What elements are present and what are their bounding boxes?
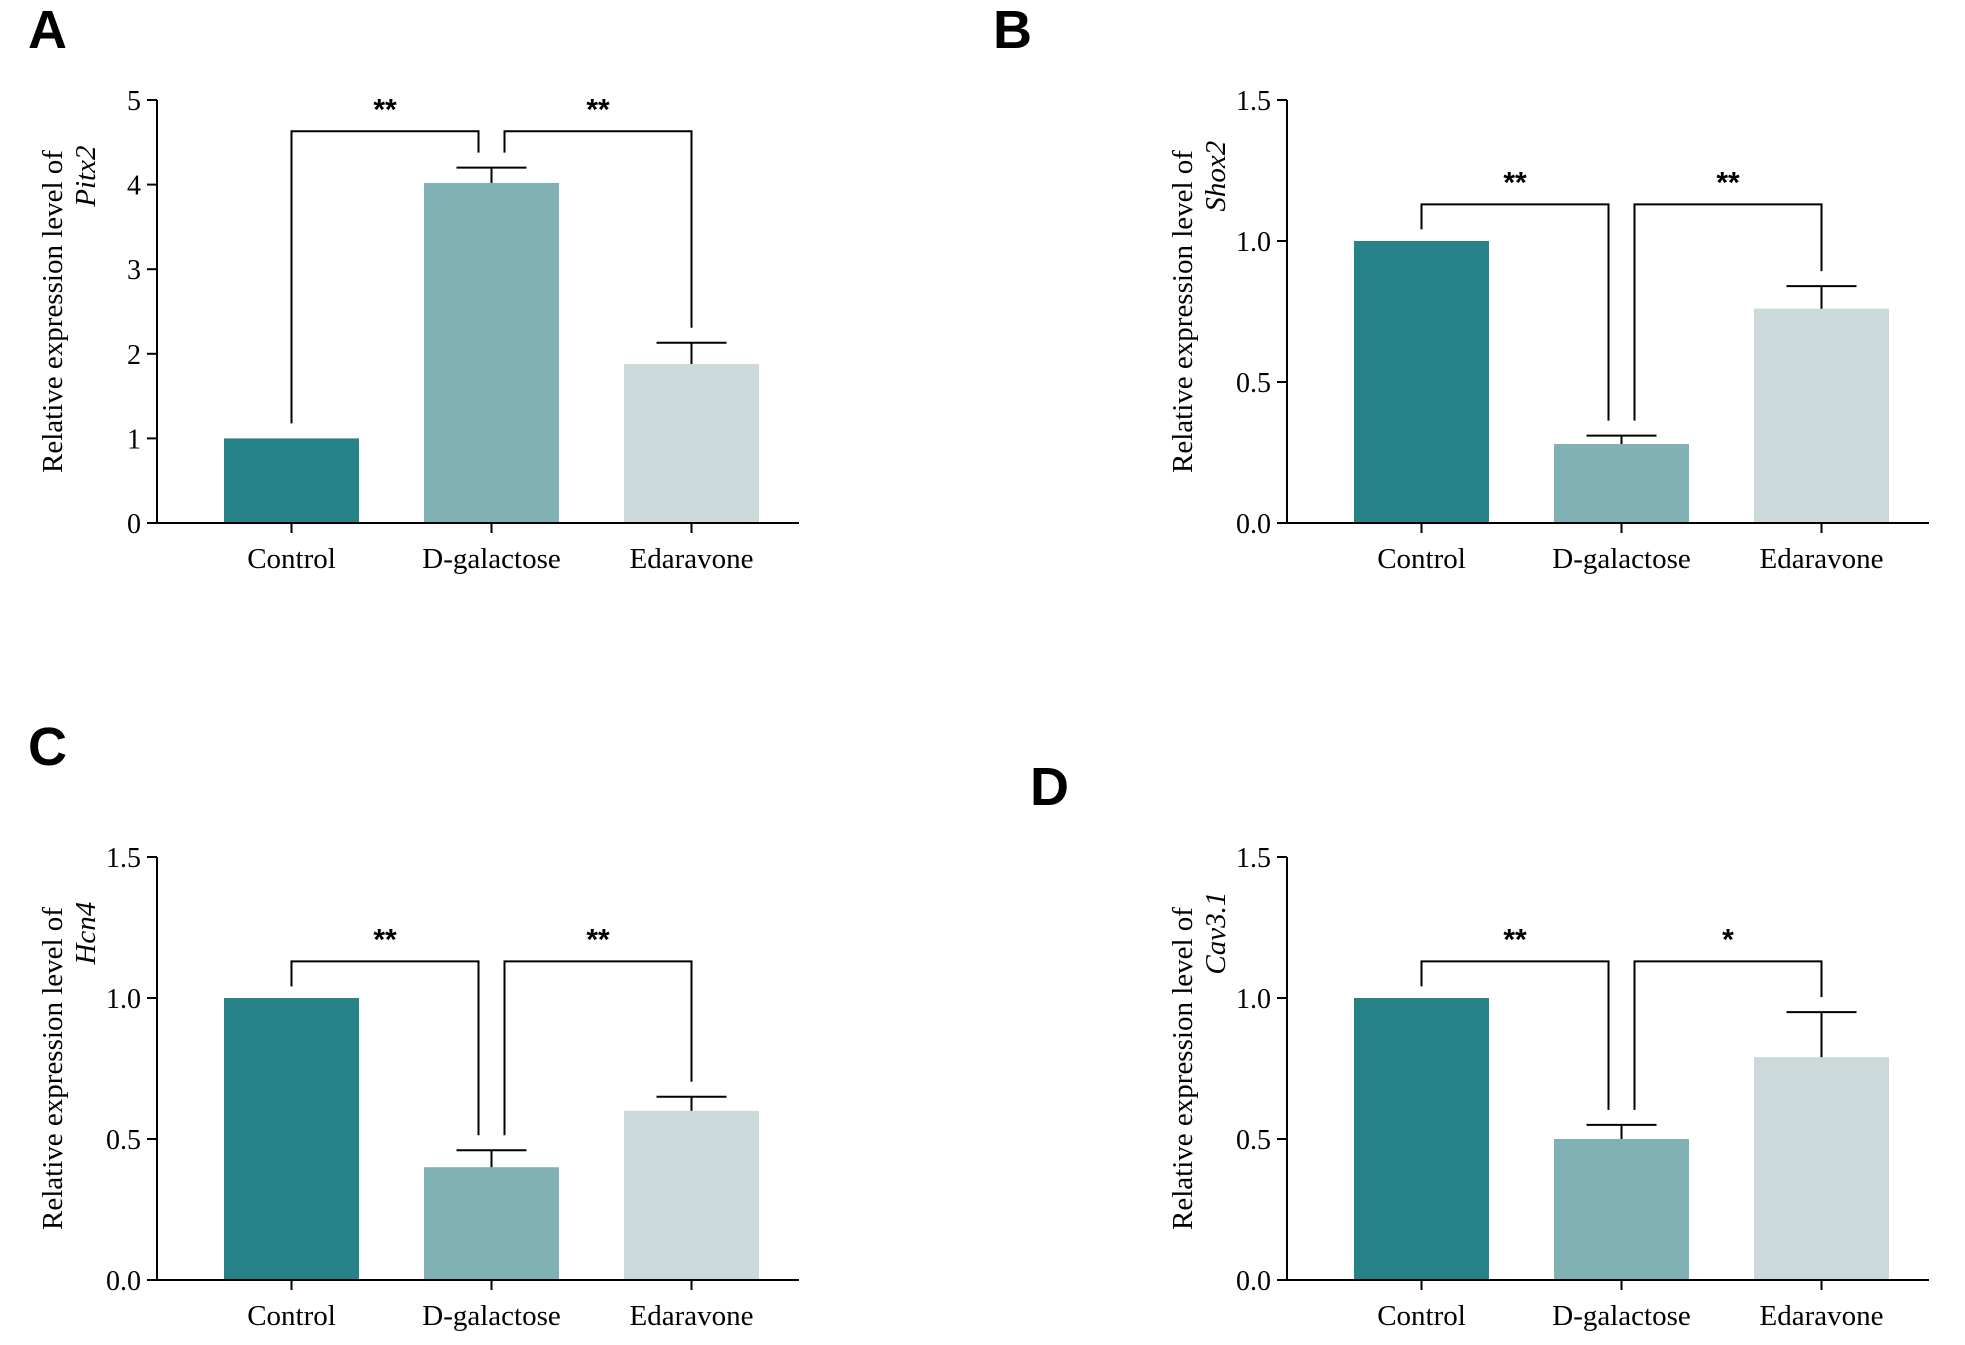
bar-control <box>224 998 359 1280</box>
significance-label: ** <box>1503 923 1527 956</box>
category-label: Control <box>247 543 336 575</box>
significance-label: ** <box>1716 166 1740 199</box>
category-label: Edaravone <box>630 1300 754 1332</box>
significance-bracket <box>1633 203 1823 421</box>
y-tick-label: 1.0 <box>1236 984 1271 1015</box>
y-tick-label: 0.5 <box>1236 368 1271 399</box>
bar-edaravone <box>1754 308 1889 523</box>
bar-edaravone <box>1754 1057 1889 1280</box>
bar-d-galactose <box>1554 444 1689 523</box>
bar-edaravone <box>624 1110 759 1280</box>
category-label: D-galactose <box>1552 1300 1691 1332</box>
category-label: D-galactose <box>1552 543 1691 575</box>
significance-bracket <box>503 130 693 328</box>
bar-edaravone <box>624 363 759 523</box>
y-tick-label: 5 <box>127 86 141 117</box>
bar-d-galactose <box>424 1167 559 1280</box>
category-label: Control <box>1377 1300 1466 1332</box>
panel-d: D 0.0 0.5 1.0 1.5 Control D-galactose Edaravone… <box>1030 757 1929 1332</box>
category-label: D-galactose <box>422 1300 561 1332</box>
y-tick-label: 0.5 <box>106 1125 141 1156</box>
y-axis-label: Relative expression level of <box>1167 907 1199 1230</box>
significance-label: ** <box>373 923 397 956</box>
y-tick-label: 1.5 <box>106 843 141 874</box>
bar-control <box>224 438 359 523</box>
significance-bracket <box>290 130 480 424</box>
y-tick-label: 0.5 <box>1236 1125 1271 1156</box>
panel-letter: C <box>28 717 67 777</box>
panel-letter: D <box>1030 757 1069 817</box>
bar-d-galactose <box>424 182 559 523</box>
y-tick-label: 0.0 <box>106 1266 141 1297</box>
panel-b: B 0.0 0.5 1.0 1.5 Control D-galactose Edaravone… <box>993 0 1929 575</box>
category-label: D-galactose <box>422 543 561 575</box>
y-tick-label: 0 <box>127 509 141 540</box>
category-label: Edaravone <box>630 543 754 575</box>
category-label: Edaravone <box>1760 1300 1884 1332</box>
category-label: Control <box>1377 543 1466 575</box>
y-axis-label: Relative expression level of <box>37 907 69 1230</box>
y-tick-label: 3 <box>127 255 141 286</box>
y-axis-gene-label: Shox2 <box>1200 141 1232 212</box>
significance-bracket <box>290 960 480 1136</box>
category-label: Control <box>247 1300 336 1332</box>
y-tick-label: 2 <box>127 340 141 371</box>
panel-letter: B <box>993 0 1032 60</box>
category-label: Edaravone <box>1760 543 1884 575</box>
significance-bracket <box>1633 960 1823 1110</box>
y-tick-label: 1.0 <box>106 984 141 1015</box>
y-axis-label: Relative expression level of <box>1167 150 1199 473</box>
significance-label: * <box>1722 923 1734 956</box>
y-axis-label: Relative expression level of <box>37 150 69 473</box>
bar-control <box>1354 241 1489 523</box>
y-tick-label: 4 <box>127 171 141 202</box>
significance-label: ** <box>586 93 610 126</box>
y-tick-label: 1 <box>127 424 141 455</box>
significance-label: ** <box>586 923 610 956</box>
panel-letter: A <box>28 0 67 60</box>
y-axis-gene-label: Hcn4 <box>70 902 102 966</box>
y-tick-label: 0.0 <box>1236 509 1271 540</box>
significance-label: ** <box>373 93 397 126</box>
y-tick-label: 1.0 <box>1236 227 1271 258</box>
y-tick-label: 1.5 <box>1236 86 1271 117</box>
significance-bracket <box>1420 203 1610 421</box>
y-tick-label: 1.5 <box>1236 843 1271 874</box>
y-axis-gene-label: Cav3.1 <box>1200 892 1232 975</box>
significance-bracket <box>1420 960 1610 1110</box>
y-tick-label: 0.0 <box>1236 1266 1271 1297</box>
panel-c: C 0.0 0.5 1.0 1.5 Control D-galactose Edaravone… <box>28 717 799 1332</box>
bar-d-galactose <box>1554 1139 1689 1280</box>
significance-bracket <box>503 960 693 1136</box>
y-axis-gene-label: Pitx2 <box>70 146 102 208</box>
significance-label: ** <box>1503 166 1527 199</box>
bar-control <box>1354 998 1489 1280</box>
panel-a: A 0 1 2 3 4 5 Control D-galactose Edaravone Relati… <box>28 0 799 575</box>
